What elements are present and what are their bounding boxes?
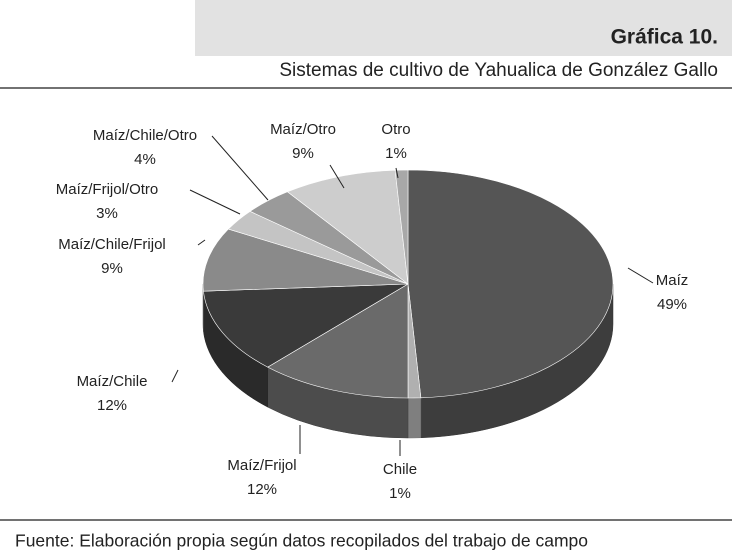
chart-title: Gráfica 10. [611,26,718,49]
slice-value-label: 9% [101,260,123,277]
slice-value-label: 4% [134,151,156,168]
leader-line [171,369,179,383]
leader-line [189,189,241,215]
leader-line [211,135,269,201]
header-band [195,0,732,56]
slice-label: Maíz [656,272,689,289]
slice [267,283,409,399]
slice-label: Otro [381,121,410,138]
slice-label: Chile [383,461,417,478]
leader-line [329,164,345,189]
slice-value-label: 12% [97,397,127,414]
slice [394,169,409,285]
slice-label: Maíz/Frijol [227,457,296,474]
slice-value-label: 49% [657,296,687,313]
slice-label: Maíz/Frijol/Otro [56,181,159,198]
slice-value-label: 1% [389,485,411,502]
slice-label: Maíz/Chile [77,373,148,390]
slice [407,169,614,399]
slice-side [407,397,422,439]
slice [286,169,409,285]
slice [203,283,409,368]
slice-label: Maíz/Otro [270,121,336,138]
slice-value-label: 3% [96,205,118,222]
slice-label: Maíz/Chile/Otro [93,127,197,144]
sides [202,283,614,439]
chart-subtitle: Sistemas de cultivo de Yahualica de Gonz… [279,60,718,81]
slice [202,228,409,292]
slice-value-label: 1% [385,145,407,162]
source-note: Fuente: Elaboración propia según datos r… [15,531,588,551]
leader-line [197,239,206,246]
leader-line [395,167,399,179]
leader-line [627,267,654,284]
tops [202,169,614,399]
slice-label: Maíz/Chile/Frijol [58,236,166,253]
slice-value-label: 12% [247,481,277,498]
slice-value-label: 9% [292,145,314,162]
